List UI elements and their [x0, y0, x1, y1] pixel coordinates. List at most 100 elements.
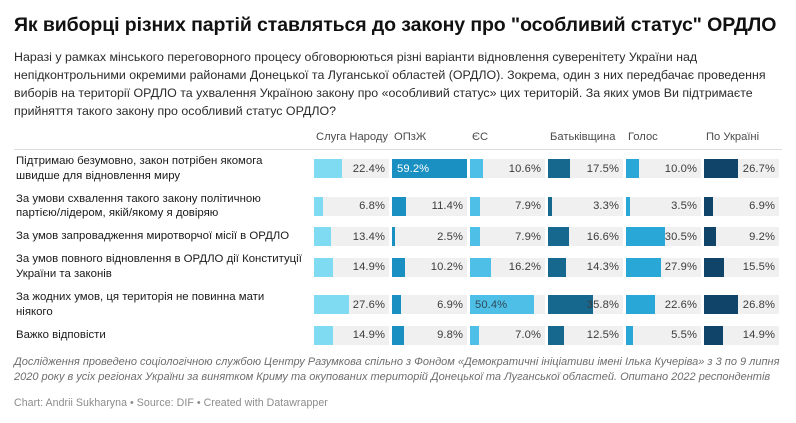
bar-cell[interactable]: 17.5%: [548, 149, 626, 187]
row-label: Важко відповісти: [16, 328, 106, 341]
row-label: За умов повного відновлення в ОРДЛО дії …: [16, 253, 302, 281]
chart-subtitle: Наразі у рамках мінського переговорного …: [14, 49, 766, 118]
bar-cell[interactable]: 16.2%: [470, 248, 548, 286]
bar-cell[interactable]: 7.9%: [470, 225, 548, 248]
bar-track: 13.4%: [314, 227, 389, 247]
table-row: Підтримаю безумовно, закон потрібен яком…: [14, 149, 782, 187]
column-header-6: По Україні: [704, 130, 782, 150]
bar-cell[interactable]: 26.7%: [704, 149, 782, 187]
bar-cell[interactable]: 22.6%: [626, 286, 704, 324]
bar-cell[interactable]: 12.5%: [548, 324, 626, 347]
bar-cell[interactable]: 15.5%: [704, 248, 782, 286]
bar-cell[interactable]: 9.2%: [704, 225, 782, 248]
bar-value-label: 14.9%: [352, 261, 385, 274]
bar-cell[interactable]: 27.6%: [314, 286, 392, 324]
bar-track: 26.8%: [704, 295, 779, 315]
bar-track: 16.2%: [470, 257, 545, 277]
bar-track: 17.5%: [548, 159, 623, 179]
bar-track: 16.6%: [548, 227, 623, 247]
bar-track: 50.4%: [470, 295, 545, 315]
bar-fill: [470, 196, 480, 216]
bar-cell[interactable]: 7.9%: [470, 188, 548, 226]
bar-cell[interactable]: 5.5%: [626, 324, 704, 347]
bar-cell[interactable]: 10.2%: [392, 248, 470, 286]
bar-track: 7.0%: [470, 325, 545, 345]
bar-fill: [704, 257, 724, 277]
bar-value-label: 3.3%: [593, 200, 619, 213]
column-header-4: Батьківщина: [548, 130, 626, 150]
bar-track: 30.5%: [626, 227, 701, 247]
bar-fill: [704, 196, 713, 216]
bar-track: 6.9%: [704, 196, 779, 216]
bar-fill: [392, 325, 405, 345]
bar-cell[interactable]: 3.5%: [626, 188, 704, 226]
bar-fill: [314, 257, 333, 277]
bar-track: 3.5%: [626, 196, 701, 216]
split-bars-table: Слуга Народу ОПзЖ ЄС Батьківщина Голос По Укр…: [14, 130, 782, 347]
bar-value-label: 22.4%: [352, 162, 385, 175]
bar-cell[interactable]: 9.8%: [392, 324, 470, 347]
bar-cell[interactable]: 14.9%: [314, 248, 392, 286]
bar-fill: [704, 325, 723, 345]
bar-fill: [626, 257, 662, 277]
bar-cell[interactable]: 7.0%: [470, 324, 548, 347]
bar-fill: [392, 227, 396, 247]
bar-cell[interactable]: 26.8%: [704, 286, 782, 324]
bar-value-label: 14.9%: [742, 329, 775, 342]
bar-value-label: 3.5%: [671, 200, 697, 213]
row-label: Підтримаю безумовно, закон потрібен яком…: [16, 154, 263, 182]
bar-cell[interactable]: 14.3%: [548, 248, 626, 286]
bar-cell[interactable]: 50.4%: [470, 286, 548, 324]
bar-value-label: 6.9%: [749, 200, 775, 213]
bar-track: 10.6%: [470, 159, 545, 179]
bar-fill: [392, 196, 407, 216]
bar-track: 26.7%: [704, 159, 779, 179]
bar-value-label: 13.4%: [352, 230, 385, 243]
bar-cell[interactable]: 6.8%: [314, 188, 392, 226]
bar-track: 7.9%: [470, 196, 545, 216]
bar-track: 9.2%: [704, 227, 779, 247]
bar-cell[interactable]: 59.2%: [392, 149, 470, 187]
bar-value-label: 10.2%: [430, 261, 463, 274]
column-header-5: Голос: [626, 130, 704, 150]
table-row: За умов повного відновлення в ОРДЛО дії …: [14, 248, 782, 286]
bar-cell[interactable]: 6.9%: [704, 188, 782, 226]
bar-value-label: 16.6%: [586, 230, 619, 243]
bar-track: 22.4%: [314, 159, 389, 179]
bar-track: 9.8%: [392, 325, 467, 345]
bar-value-label: 7.9%: [515, 200, 541, 213]
bar-track: 7.9%: [470, 227, 545, 247]
bar-value-label: 59.2%: [397, 162, 430, 175]
bar-track: 27.6%: [314, 295, 389, 315]
bar-cell[interactable]: 22.4%: [314, 149, 392, 187]
bar-cell[interactable]: 14.9%: [314, 324, 392, 347]
bar-track: 5.5%: [626, 325, 701, 345]
bar-fill: [314, 159, 343, 179]
bar-cell[interactable]: 10.0%: [626, 149, 704, 187]
bar-fill: [626, 227, 665, 247]
bar-cell[interactable]: 6.9%: [392, 286, 470, 324]
chart-notes: Дослідження проведено соціологічною служ…: [14, 355, 780, 384]
bar-fill: [626, 295, 655, 315]
bar-track: 35.8%: [548, 295, 623, 315]
bar-cell[interactable]: 30.5%: [626, 225, 704, 248]
bar-cell[interactable]: 10.6%: [470, 149, 548, 187]
bar-track: 2.5%: [392, 227, 467, 247]
bar-track: 15.5%: [704, 257, 779, 277]
bar-track: 10.2%: [392, 257, 467, 277]
bar-cell[interactable]: 14.9%: [704, 324, 782, 347]
bar-fill: [626, 196, 631, 216]
bar-cell[interactable]: 11.4%: [392, 188, 470, 226]
bar-value-label: 9.8%: [437, 329, 463, 342]
column-header-1: Слуга Народу: [314, 130, 392, 150]
bar-cell[interactable]: 16.6%: [548, 225, 626, 248]
bar-track: 3.3%: [548, 196, 623, 216]
bar-fill: [470, 227, 480, 247]
bar-cell[interactable]: 2.5%: [392, 225, 470, 248]
bar-cell[interactable]: 27.9%: [626, 248, 704, 286]
bar-cell[interactable]: 3.3%: [548, 188, 626, 226]
bar-value-label: 27.6%: [352, 298, 385, 311]
table-row: Важко відповісти 14.9% 9.8% 7.0% 12.5% 5.5% 14…: [14, 324, 782, 347]
bar-cell[interactable]: 13.4%: [314, 225, 392, 248]
bar-cell[interactable]: 35.8%: [548, 286, 626, 324]
